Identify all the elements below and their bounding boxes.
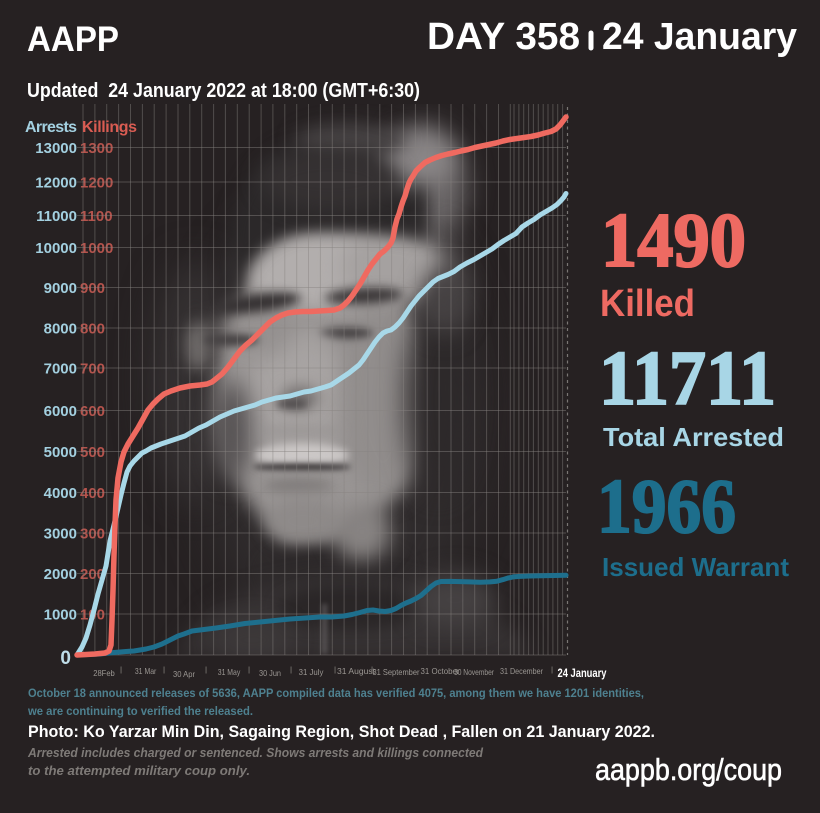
svg-text:1300: 1300 <box>80 140 113 157</box>
svg-text:30 Apr: 30 Apr <box>173 669 195 679</box>
svg-text:2000: 2000 <box>44 566 77 583</box>
svg-text:13000: 13000 <box>35 140 77 157</box>
svg-text:5000: 5000 <box>44 444 77 461</box>
svg-text:500: 500 <box>80 444 105 461</box>
svg-text:31 October: 31 October <box>421 666 460 676</box>
svg-text:28Feb: 28Feb <box>93 668 115 678</box>
svg-text:|: | <box>120 667 122 674</box>
svg-text:|: | <box>290 667 292 674</box>
svg-text:Arrested includes charged or s: Arrested includes charged or sentenced. … <box>27 745 484 760</box>
svg-text:0: 0 <box>60 648 71 669</box>
svg-text:1100: 1100 <box>80 208 113 225</box>
svg-text:1200: 1200 <box>80 175 113 192</box>
svg-text:|: | <box>551 667 553 674</box>
svg-text:|: | <box>205 667 207 674</box>
svg-text:|: | <box>371 667 373 674</box>
svg-text:30 Jun: 30 Jun <box>259 668 281 678</box>
svg-text:3000: 3000 <box>44 526 77 543</box>
svg-text:to the attempted military coup: to the attempted military coup only. <box>28 763 250 778</box>
svg-text:700: 700 <box>80 361 105 378</box>
svg-text:1000: 1000 <box>80 240 113 257</box>
svg-text:31 Mar: 31 Mar <box>135 666 157 676</box>
svg-text:31 December: 31 December <box>500 666 543 676</box>
svg-text:12000: 12000 <box>35 175 77 192</box>
svg-text:600: 600 <box>80 403 105 420</box>
svg-text:200: 200 <box>80 566 105 583</box>
svg-text:900: 900 <box>80 280 105 297</box>
svg-text:10000: 10000 <box>35 240 77 257</box>
svg-text:Photo: Ko Yarzar Min Din, Saga: Photo: Ko Yarzar Min Din, Sagaing Region… <box>28 722 655 741</box>
svg-text:30 November: 30 November <box>454 667 494 677</box>
svg-text:Killings: Killings <box>82 119 137 136</box>
svg-text:300: 300 <box>80 526 105 543</box>
svg-text:24 January: 24 January <box>558 668 607 680</box>
svg-text:6000: 6000 <box>44 403 77 420</box>
svg-text:Arrests: Arrests <box>25 119 77 136</box>
svg-text:1966: 1966 <box>597 463 736 549</box>
svg-text:31 July: 31 July <box>299 667 325 677</box>
svg-text:31 September: 31 September <box>373 667 420 677</box>
svg-text:we are continuing to verified: we are continuing to verified the releas… <box>27 704 253 718</box>
svg-text:aappb.org/coup: aappb.org/coup <box>595 752 782 787</box>
svg-text:1000: 1000 <box>44 607 77 624</box>
svg-text:31 August: 31 August <box>337 666 376 676</box>
svg-text:24 January: 24 January <box>602 16 797 58</box>
svg-text:|: | <box>334 667 336 674</box>
svg-text:October 18 announced releases: October 18 announced releases of 5636, A… <box>28 686 644 700</box>
svg-text:800: 800 <box>80 321 105 338</box>
svg-text:|: | <box>248 667 250 674</box>
svg-text:Killed: Killed <box>600 283 695 325</box>
svg-text:4000: 4000 <box>44 485 77 502</box>
svg-text:Updated 24 January 2022 at 18: Updated 24 January 2022 at 18:00 (GMT+6:… <box>27 80 420 102</box>
svg-text:9000: 9000 <box>44 280 77 297</box>
svg-text:AAPP: AAPP <box>27 20 119 59</box>
svg-text:7000: 7000 <box>44 361 77 378</box>
svg-text:Issued Warrant: Issued Warrant <box>602 552 789 582</box>
svg-text:8000: 8000 <box>44 321 77 338</box>
svg-text:11000: 11000 <box>36 208 77 225</box>
svg-text:11711: 11711 <box>599 335 776 421</box>
svg-text:DAY 358: DAY 358 <box>427 16 580 58</box>
svg-text:|: | <box>163 667 165 674</box>
svg-text:31 May: 31 May <box>218 667 241 677</box>
svg-text:1490: 1490 <box>601 197 746 283</box>
svg-text:400: 400 <box>80 485 105 502</box>
svg-text:Total Arrested: Total Arrested <box>603 422 784 452</box>
